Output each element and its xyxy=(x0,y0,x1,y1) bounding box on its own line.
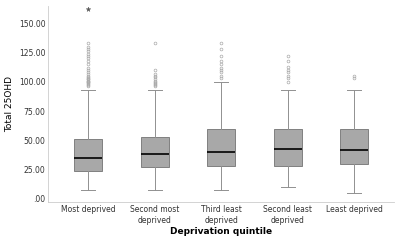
PathPatch shape xyxy=(274,129,302,166)
X-axis label: Deprivation quintile: Deprivation quintile xyxy=(170,227,272,236)
PathPatch shape xyxy=(141,137,169,167)
PathPatch shape xyxy=(74,139,102,171)
Y-axis label: Total 25OHD: Total 25OHD xyxy=(6,76,14,132)
PathPatch shape xyxy=(340,129,368,164)
PathPatch shape xyxy=(207,129,235,166)
